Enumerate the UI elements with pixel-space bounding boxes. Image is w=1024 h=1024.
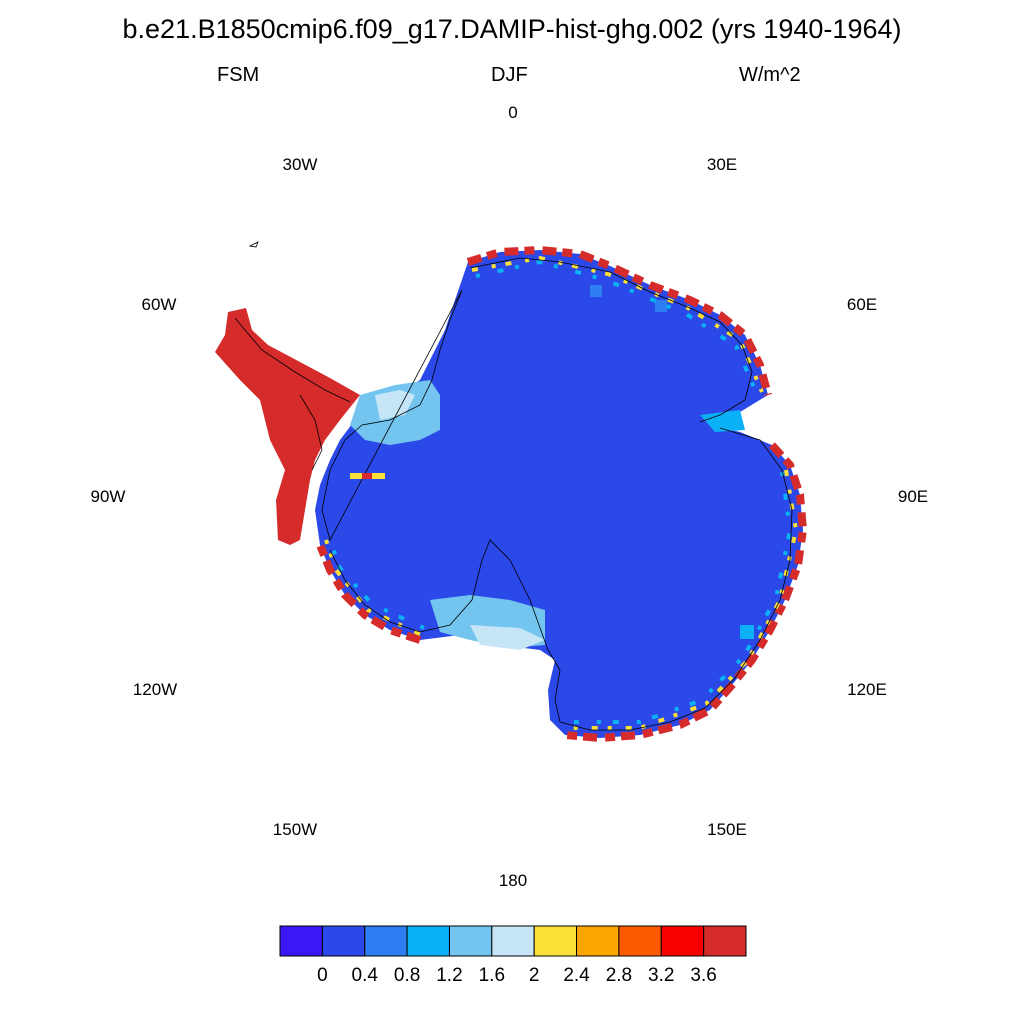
lon-label-0: 0	[508, 103, 518, 122]
small-island	[248, 241, 259, 248]
colorbar-tick-label: 2.8	[606, 965, 632, 986]
colorbar-tick-label: 1.2	[436, 965, 462, 986]
colorbar-tick-label: 3.6	[690, 965, 716, 986]
season-label: DJF	[491, 64, 528, 86]
colorbar-box	[618, 925, 662, 957]
coastal-patch-small-3	[740, 625, 754, 639]
colorbar-box	[660, 925, 705, 957]
coastal-patch-east	[700, 410, 745, 432]
lon-label-150w: 150W	[272, 820, 318, 839]
colorbar-box	[406, 925, 450, 957]
colorbar-tick-label: 0	[317, 965, 328, 986]
lon-label-60w: 60W	[141, 295, 177, 314]
colorbar-tick-label: 1.6	[479, 965, 505, 986]
ice-shelf-strip-red	[362, 473, 372, 479]
lon-label-150e: 150E	[707, 820, 747, 839]
colorbar-tick-label: 0.8	[394, 965, 420, 986]
peninsula-region	[215, 308, 360, 545]
coastal-patch-small-2	[590, 285, 602, 297]
colorbar-tick-label: 2.4	[563, 965, 590, 986]
coastal-fringe-outer	[316, 245, 808, 743]
lon-label-120e: 120E	[847, 680, 887, 699]
colorbar-tick-label: 3.2	[648, 965, 674, 986]
colorbar-tick-label: 0.4	[352, 965, 379, 986]
variable-label: FSM	[217, 64, 260, 86]
colorbar-box	[279, 925, 323, 957]
colorbar-box	[491, 925, 535, 957]
lon-label-30e: 30E	[706, 155, 738, 174]
colorbar-tick-label: 2	[529, 965, 540, 986]
coastal-fringe-light	[328, 259, 793, 724]
coastline	[321, 257, 793, 731]
plot-title: b.e21.B1850cmip6.f09_g17.DAMIP-hist-ghg.…	[122, 14, 902, 44]
lon-label-180: 180	[498, 871, 528, 890]
colorbar-box	[576, 925, 620, 957]
coastal-patch-ross-inner	[470, 625, 545, 650]
units-label: W/m^2	[739, 64, 801, 86]
coastal-patch-small-1	[655, 300, 667, 312]
colorbar-box	[448, 925, 493, 957]
coastal-fringe-inner	[324, 255, 799, 730]
lon-label-120w: 120W	[132, 680, 178, 699]
colorbar-box	[364, 925, 408, 957]
lon-label-90e: 90E	[897, 487, 929, 506]
colorbar-box	[321, 925, 366, 957]
lon-label-60e: 60E	[846, 295, 878, 314]
colorbar-box	[703, 925, 747, 957]
colorbar-box	[533, 925, 578, 957]
lon-label-30w: 30W	[282, 155, 318, 174]
peninsula-coastline	[234, 317, 351, 471]
lon-label-90w: 90W	[90, 487, 126, 506]
